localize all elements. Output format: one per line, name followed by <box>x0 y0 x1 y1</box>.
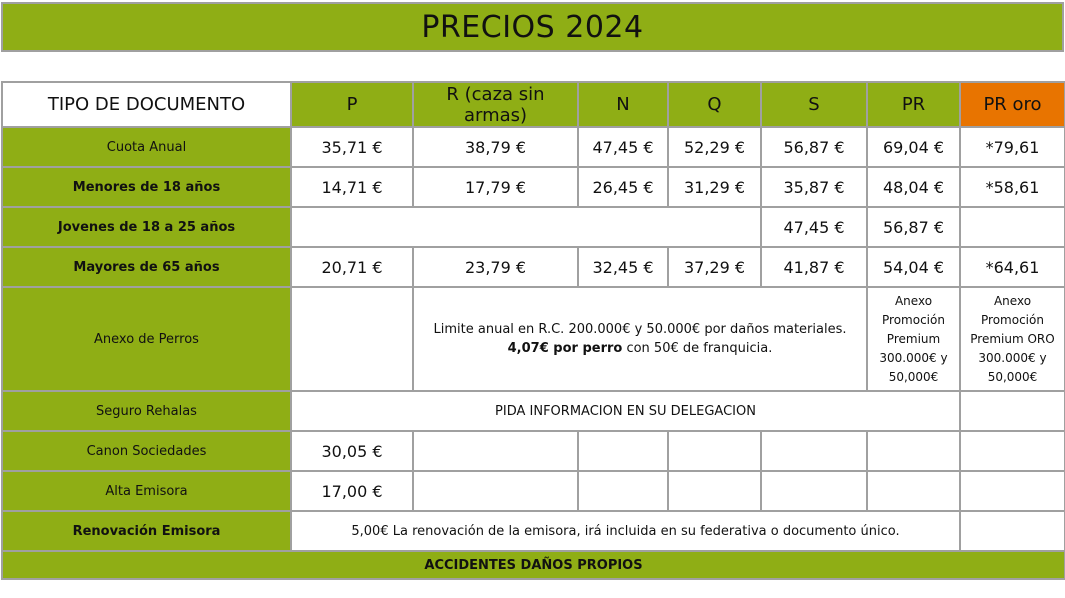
price-cell: 17,00 € <box>290 470 414 512</box>
section-heading: ACCIDENTES DAÑOS PROPIOS <box>1 550 1065 580</box>
anexo-pr: Anexo Promoción Premium 300.000€ y 50,00… <box>866 286 961 392</box>
table-row: Cuota Anual 35,71 € 38,79 € 47,45 € 52,2… <box>1 126 1065 168</box>
anexo-pr-oro: Anexo Promoción Premium ORO 300.000€ y 5… <box>959 286 1065 392</box>
anexo-line1: Limite anual en R.C. 200.000€ y 50.000€ … <box>433 322 847 337</box>
row-label: Renovación Emisora <box>1 510 292 552</box>
row-label: Jovenes de 18 a 25 años <box>1 206 292 248</box>
row-label: Menores de 18 años <box>1 166 292 208</box>
table-row: Menores de 18 años 14,71 € 17,79 € 26,45… <box>1 166 1065 208</box>
row-label: Seguro Rehalas <box>1 390 292 432</box>
table-row: Alta Emisora 17,00 € <box>1 470 1065 512</box>
table-row: Seguro Rehalas PIDA INFORMACION EN SU DE… <box>1 390 1065 432</box>
empty-cell <box>667 470 762 512</box>
anexo-price: 4,07€ por perro <box>507 341 623 356</box>
price-cell: 69,04 € <box>866 126 961 168</box>
anexo-line2: 4,07€ por perro con 50€ de franquicia. <box>414 339 866 358</box>
price-cell: 30,05 € <box>290 430 414 472</box>
empty-cell <box>577 470 669 512</box>
empty-cell <box>667 430 762 472</box>
price-cell: 17,79 € <box>412 166 579 208</box>
price-cell: 23,79 € <box>412 246 579 288</box>
empty-cell <box>290 206 762 248</box>
price-cell: 35,71 € <box>290 126 414 168</box>
header-row: TIPO DE DOCUMENTO P R (caza sin armas) N… <box>1 81 1065 128</box>
price-cell: 47,45 € <box>760 206 868 248</box>
header-cell: N <box>577 81 669 128</box>
empty-cell <box>290 286 414 392</box>
price-cell: 47,45 € <box>577 126 669 168</box>
price-cell: 14,71 € <box>290 166 414 208</box>
page-title: PRECIOS 2024 <box>1 2 1064 52</box>
price-cell: 35,87 € <box>760 166 868 208</box>
price-table: TIPO DE DOCUMENTO P R (caza sin armas) N… <box>1 81 1065 580</box>
empty-cell <box>412 470 579 512</box>
table-row: Mayores de 65 años 20,71 € 23,79 € 32,45… <box>1 246 1065 288</box>
price-cell: 41,87 € <box>760 246 868 288</box>
price-cell: 52,29 € <box>667 126 762 168</box>
header-cell: R (caza sin armas) <box>412 81 579 128</box>
text-line: Premium <box>886 331 941 346</box>
text-line: 50,000€ <box>888 369 939 384</box>
price-cell: *58,61 <box>959 166 1065 208</box>
price-cell: 26,45 € <box>577 166 669 208</box>
price-cell: 32,45 € <box>577 246 669 288</box>
text-line: Premium ORO <box>970 331 1055 346</box>
header-cell: Q <box>667 81 762 128</box>
price-cell: 48,04 € <box>866 166 961 208</box>
anexo-rest: con 50€ de franquicia. <box>622 341 773 356</box>
text-line: 300.000€ y <box>879 350 948 365</box>
price-cell: 38,79 € <box>412 126 579 168</box>
empty-cell <box>577 430 669 472</box>
empty-cell <box>959 206 1065 248</box>
row-label: Cuota Anual <box>1 126 292 168</box>
header-cell: PR <box>866 81 961 128</box>
price-cell: 54,04 € <box>866 246 961 288</box>
table-row: Canon Sociedades 30,05 € <box>1 430 1065 472</box>
header-cell: PR oro <box>959 81 1065 128</box>
empty-cell <box>412 430 579 472</box>
header-cell: P <box>290 81 414 128</box>
empty-cell <box>760 470 868 512</box>
text-line: 300.000€ y <box>978 350 1047 365</box>
empty-cell <box>959 390 1065 432</box>
row-label: Canon Sociedades <box>1 430 292 472</box>
text-line: Anexo <box>894 293 933 308</box>
empty-cell <box>866 470 961 512</box>
text-line: Anexo <box>993 293 1032 308</box>
price-cell: 37,29 € <box>667 246 762 288</box>
empty-cell <box>959 510 1065 552</box>
text-line: Promoción <box>981 312 1044 327</box>
empty-cell <box>760 430 868 472</box>
header-cell: S <box>760 81 868 128</box>
price-cell: 56,87 € <box>760 126 868 168</box>
price-cell: 20,71 € <box>290 246 414 288</box>
anexo-text: Limite anual en R.C. 200.000€ y 50.000€ … <box>412 286 868 392</box>
empty-cell <box>866 430 961 472</box>
price-cell: 56,87 € <box>866 206 961 248</box>
empty-cell <box>959 430 1065 472</box>
price-cell: *64,61 <box>959 246 1065 288</box>
header-cell: TIPO DE DOCUMENTO <box>1 81 292 128</box>
text-line: Promoción <box>882 312 945 327</box>
info-cell: 5,00€ La renovación de la emisora, irá i… <box>290 510 961 552</box>
price-cell: *79,61 <box>959 126 1065 168</box>
section-row: ACCIDENTES DAÑOS PROPIOS <box>1 550 1065 580</box>
empty-cell <box>959 470 1065 512</box>
text-line: 50,000€ <box>987 369 1038 384</box>
price-cell: 31,29 € <box>667 166 762 208</box>
table-row: Jovenes de 18 a 25 años 47,45 € 56,87 € <box>1 206 1065 248</box>
row-label: Alta Emisora <box>1 470 292 512</box>
table-row: Renovación Emisora 5,00€ La renovación d… <box>1 510 1065 552</box>
row-label: Mayores de 65 años <box>1 246 292 288</box>
table-row: Anexo de Perros Limite anual en R.C. 200… <box>1 286 1065 392</box>
row-label: Anexo de Perros <box>1 286 292 392</box>
info-cell: PIDA INFORMACION EN SU DELEGACION <box>290 390 961 432</box>
